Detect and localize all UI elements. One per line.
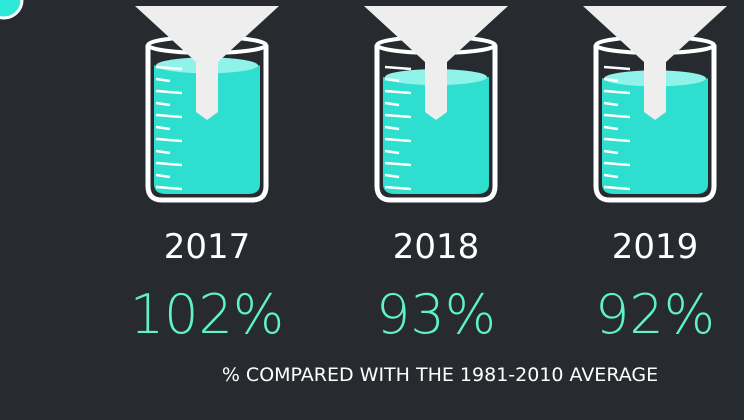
value-label: 93% — [376, 283, 496, 346]
value-label: 102% — [130, 283, 284, 346]
scale-mark — [385, 67, 411, 69]
year-label: 2019 — [612, 227, 699, 267]
page: 2017 102% 2018 93% 2019 92% % COMPARED WITH T… — [0, 0, 744, 420]
year-label: 2018 — [393, 227, 480, 267]
chart: 2017 102% 2018 93% 2019 92% — [0, 0, 744, 420]
year-label: 2017 — [164, 227, 251, 267]
caption: % COMPARED WITH THE 1981-2010 AVERAGE — [190, 362, 690, 388]
value-label: 92% — [595, 283, 715, 346]
scale-mark — [604, 67, 630, 69]
decor-dot — [0, 0, 22, 18]
